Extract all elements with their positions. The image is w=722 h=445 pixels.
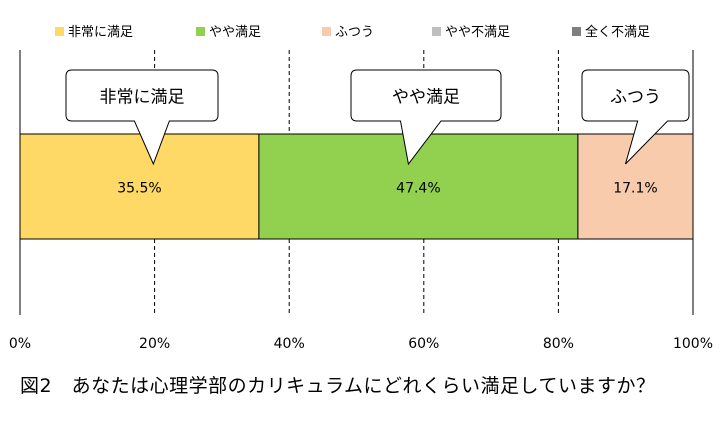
callout-label: ふつう [610, 88, 661, 108]
figure-number: 図2 [20, 375, 53, 397]
legend-label: 全く不満足 [585, 24, 650, 40]
bar-value-label: 17.1% [613, 181, 657, 197]
legend-label: 非常に満足 [68, 25, 133, 40]
x-tick-label: 40% [274, 336, 305, 352]
figure-caption: 図2 あなたは心理学部のカリキュラムにどれくらい満足していますか？ [20, 372, 710, 400]
callout-bubble [65, 69, 219, 166]
x-tick-label: 20% [139, 336, 170, 352]
bar-segment [19, 133, 260, 240]
legend-label: やや満足 [209, 25, 261, 40]
figure-title: あなたは心理学部のカリキュラムにどれくらい満足していますか？ [71, 375, 656, 397]
callouts: 非常に満足 やや満足 ふつう [65, 69, 690, 166]
bar-value-label: 47.4% [396, 181, 440, 197]
x-axis-ticks: 0% 20% 40% 60% 80% 100% [9, 336, 713, 352]
x-tick-label: 100% [673, 336, 713, 352]
legend-label: やや不満足 [445, 25, 510, 40]
legend-label: ふつう [335, 25, 374, 40]
legend-swatch [572, 27, 581, 36]
callout-bubble [350, 69, 502, 166]
callout-bubble [581, 69, 690, 165]
x-tick-label: 0% [9, 336, 31, 352]
legend: 非常に満足 やや満足 ふつう やや不満足 全く不満足 [55, 24, 650, 40]
bars: 35.5% 47.4% 17.1% [19, 133, 694, 240]
callout-label: やや満足 [392, 88, 460, 108]
legend-swatch [55, 27, 64, 36]
x-tick-label: 80% [543, 336, 574, 352]
legend-swatch [432, 27, 441, 36]
bar-value-label: 35.5% [117, 181, 161, 197]
x-tick-label: 60% [408, 336, 439, 352]
legend-swatch [322, 27, 331, 36]
callout-label: 非常に満足 [100, 88, 185, 108]
legend-swatch [196, 27, 205, 36]
